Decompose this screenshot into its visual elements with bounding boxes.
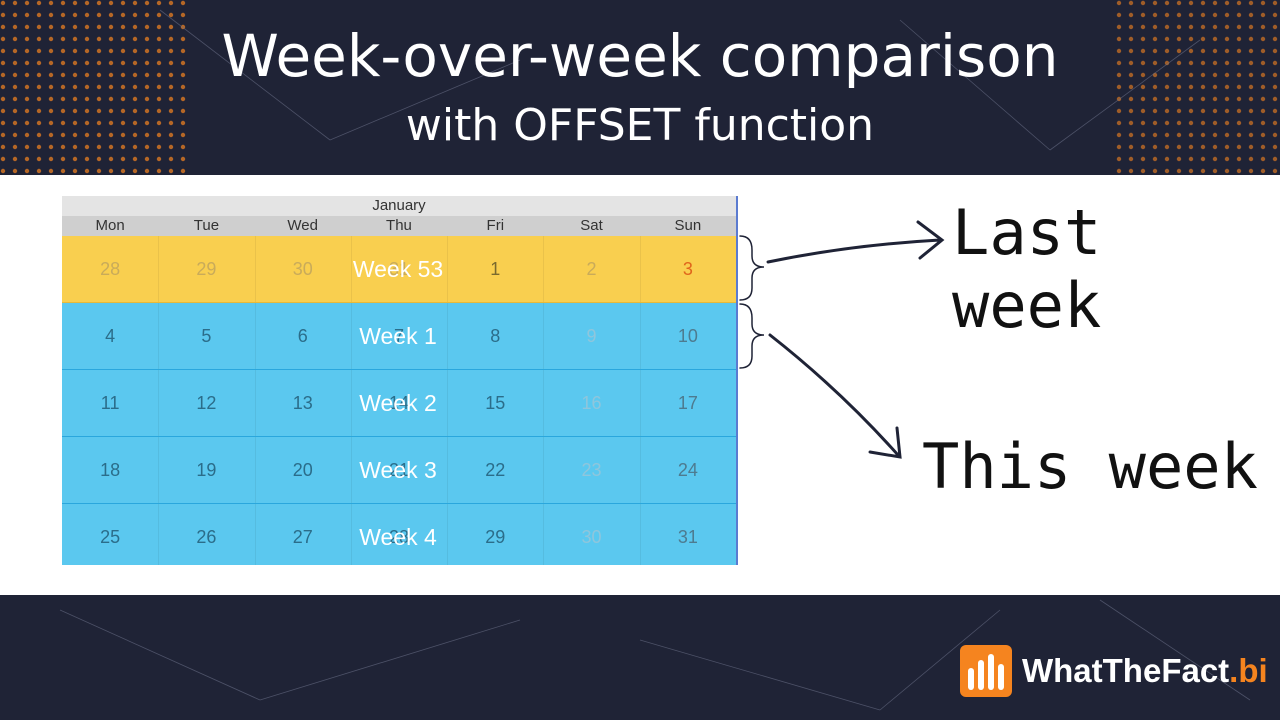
brand-text: WhatTheFact <box>1022 652 1230 689</box>
date-cell: 5 <box>158 303 256 369</box>
date-cell: 28 <box>62 236 160 302</box>
brand-suffix: .bi <box>1229 652 1268 689</box>
weekday-header: Tue <box>158 216 255 236</box>
week-label: Week 2 <box>359 390 437 416</box>
week-label: Week 53 <box>352 256 444 282</box>
date-cell: 28 <box>351 504 449 565</box>
date-cell: 12 <box>158 370 256 436</box>
week-row: 18 19 20 21 22 23 24 Week 3 <box>62 437 736 504</box>
weekday-header: Sat <box>543 216 640 236</box>
week-row: 11 12 13 14 15 16 17 Week 2 <box>62 370 736 437</box>
weekday-header: Sun <box>639 216 736 236</box>
subtitle: with OFFSET function <box>405 100 875 151</box>
date-cell: 21 <box>351 437 449 503</box>
date-cell: 11 <box>62 370 160 436</box>
weekday-header: Wed <box>254 216 351 236</box>
date-cell: 22 <box>447 437 545 503</box>
date-cell: 9 <box>543 303 641 369</box>
date-cell: 24 <box>640 437 736 503</box>
dots-left <box>0 0 190 175</box>
date-cell: 31 <box>640 504 736 565</box>
date-cell: 7 <box>351 303 449 369</box>
date-cell: 31 <box>351 236 449 302</box>
calendar: January Mon Tue Wed Thu Fri Sat Sun 28 29 30 31 1 2 3… <box>62 196 738 565</box>
date-cell: 30 <box>255 236 352 302</box>
date-cell: 29 <box>447 504 545 565</box>
date-cell: 25 <box>62 504 160 565</box>
date-cell: 15 <box>447 370 545 436</box>
date-cell: 3 <box>640 236 736 302</box>
weekday-header: Thu <box>350 216 448 236</box>
date-cell: 29 <box>158 236 256 302</box>
brand-name: WhatTheFact.bi <box>1022 652 1268 690</box>
title: Week-over-week comparison <box>221 22 1059 90</box>
date-cell: 30 <box>543 504 641 565</box>
weekday-header: Mon <box>62 216 159 236</box>
week-label: Week 3 <box>359 457 437 483</box>
date-cell: 18 <box>62 437 160 503</box>
header-band <box>0 0 1280 175</box>
date-cell: 8 <box>447 303 545 369</box>
annotation: This week <box>922 430 1258 503</box>
date-cell: 19 <box>158 437 256 503</box>
date-cell: 27 <box>255 504 352 565</box>
date-cell: 6 <box>255 303 352 369</box>
dots-right <box>1110 0 1280 175</box>
annotation: Last week <box>952 196 1102 342</box>
date-cell: 2 <box>543 236 641 302</box>
footer-band <box>0 595 1280 720</box>
date-cell: 17 <box>640 370 736 436</box>
network-lines <box>59 9 1251 711</box>
date-cell: 20 <box>255 437 352 503</box>
date-cell: 16 <box>543 370 641 436</box>
week-label: Week 4 <box>359 524 437 550</box>
date-cell: 23 <box>543 437 641 503</box>
month-header: January <box>62 196 736 216</box>
date-cell: 26 <box>158 504 256 565</box>
date-cell: 10 <box>640 303 736 369</box>
date-cell: 1 <box>447 236 545 302</box>
date-cell: 14 <box>351 370 449 436</box>
date-cell: 13 <box>255 370 352 436</box>
week-row: 25 26 27 28 29 30 31 Week 4 <box>62 504 736 565</box>
week-label: Week 1 <box>359 323 437 349</box>
date-cell: 4 <box>62 303 160 369</box>
weekday-header: Fri <box>447 216 544 236</box>
week-row: 4 5 6 7 8 9 10 Week 1 <box>62 303 736 370</box>
week-row: 28 29 30 31 1 2 3 Week 53 <box>62 236 736 303</box>
